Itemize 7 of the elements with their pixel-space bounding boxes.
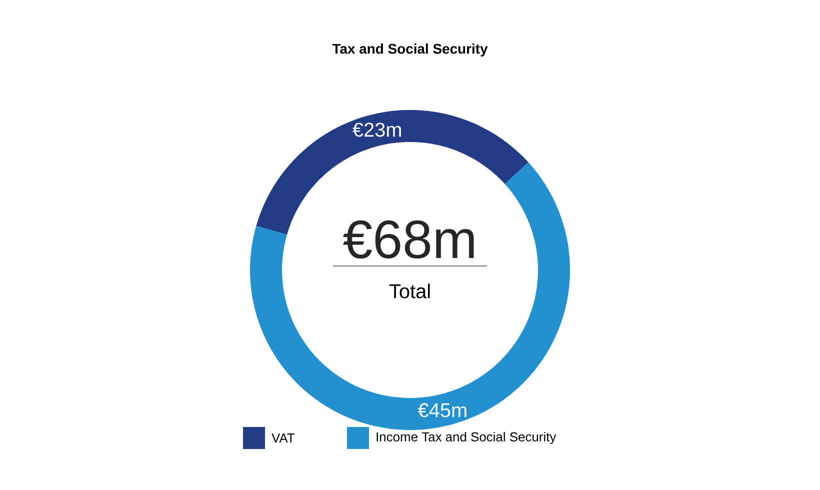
- chart-title: Tax and Social Security: [332, 43, 488, 56]
- data-label: €45m: [418, 403, 466, 418]
- legend-label: VAT: [272, 434, 294, 442]
- data-label: €23m: [352, 122, 401, 137]
- legend-label: Income Tax and Social Security: [376, 432, 556, 444]
- text: Total: [389, 284, 430, 298]
- text: €68m: [343, 220, 474, 259]
